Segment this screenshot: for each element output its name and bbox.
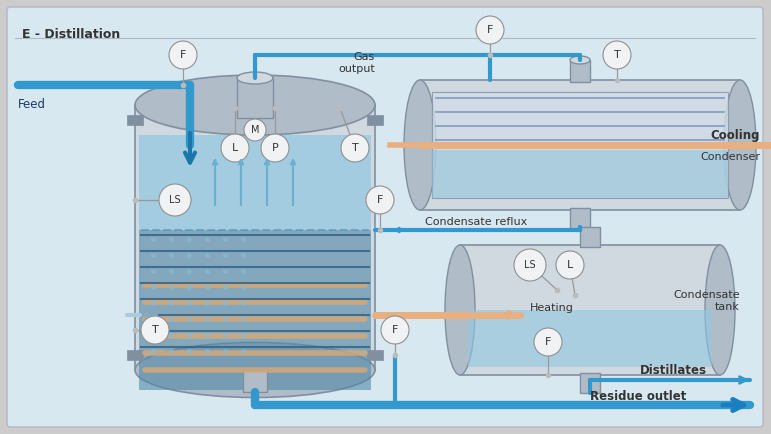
Circle shape [603, 41, 631, 69]
Bar [570, 208, 590, 230]
Circle shape [159, 184, 191, 216]
Text: P: P [271, 143, 278, 153]
Circle shape [341, 134, 369, 162]
Bar [367, 115, 383, 125]
Text: T: T [352, 143, 359, 153]
Bar [243, 370, 267, 392]
Text: L: L [567, 260, 573, 270]
Bar [139, 135, 371, 230]
Bar [460, 245, 720, 375]
Ellipse shape [705, 245, 735, 375]
Text: LS: LS [524, 260, 536, 270]
Circle shape [261, 134, 289, 162]
Ellipse shape [237, 72, 273, 84]
Bar [432, 150, 728, 198]
Bar [570, 60, 590, 82]
Bar [468, 310, 712, 367]
Circle shape [476, 16, 504, 44]
Circle shape [141, 316, 169, 344]
Text: F: F [377, 195, 383, 205]
Text: Condensate reflux: Condensate reflux [425, 217, 527, 227]
Ellipse shape [445, 245, 475, 375]
Bar [367, 350, 383, 360]
Bar [135, 105, 375, 370]
Bar [580, 373, 600, 393]
Text: M: M [251, 125, 259, 135]
Text: Gas
output: Gas output [338, 52, 375, 74]
Bar [127, 350, 143, 360]
Circle shape [556, 251, 584, 279]
Text: T: T [152, 325, 158, 335]
Circle shape [534, 328, 562, 356]
Text: L: L [232, 143, 238, 153]
Bar [237, 78, 273, 118]
Bar [580, 227, 600, 247]
Text: F: F [392, 325, 398, 335]
Text: T: T [614, 50, 621, 60]
Text: Distillates: Distillates [640, 364, 707, 377]
Text: Feed: Feed [18, 98, 46, 111]
Text: Residue outlet: Residue outlet [590, 389, 686, 402]
Text: E - Distillation: E - Distillation [22, 28, 120, 41]
Ellipse shape [570, 56, 590, 64]
Ellipse shape [724, 80, 756, 210]
FancyBboxPatch shape [7, 7, 763, 427]
Circle shape [514, 249, 546, 281]
Circle shape [366, 186, 394, 214]
Circle shape [169, 41, 197, 69]
Text: LS: LS [169, 195, 181, 205]
Bar [432, 92, 728, 198]
Bar [127, 115, 143, 125]
Ellipse shape [404, 80, 436, 210]
Circle shape [381, 316, 409, 344]
Text: Condenser: Condenser [700, 152, 760, 162]
Text: F: F [545, 337, 551, 347]
Text: F: F [487, 25, 493, 35]
Circle shape [221, 134, 249, 162]
Bar [420, 80, 740, 210]
Bar [139, 230, 371, 390]
Text: Cooling: Cooling [711, 128, 760, 141]
Ellipse shape [135, 75, 375, 135]
Circle shape [244, 119, 266, 141]
Text: Condensate
tank: Condensate tank [673, 290, 740, 312]
Ellipse shape [135, 342, 375, 398]
Text: F: F [180, 50, 186, 60]
Text: Heating: Heating [530, 303, 574, 313]
